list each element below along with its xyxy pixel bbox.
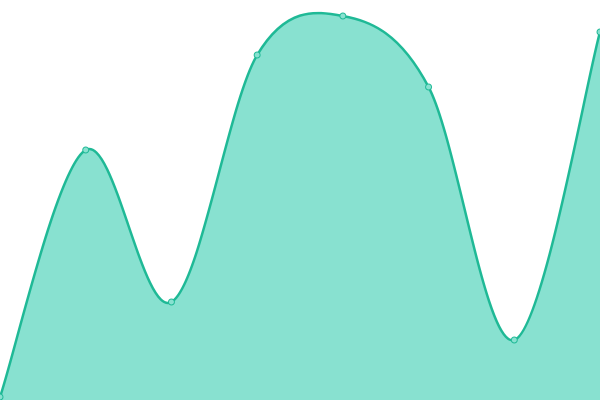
data-point — [596, 28, 600, 36]
data-point — [510, 336, 518, 344]
data-point — [82, 146, 90, 154]
area-fill — [0, 13, 600, 400]
data-point — [425, 83, 433, 91]
data-point — [339, 12, 347, 20]
data-point — [0, 393, 4, 400]
data-point — [167, 298, 175, 306]
data-point — [253, 51, 261, 59]
